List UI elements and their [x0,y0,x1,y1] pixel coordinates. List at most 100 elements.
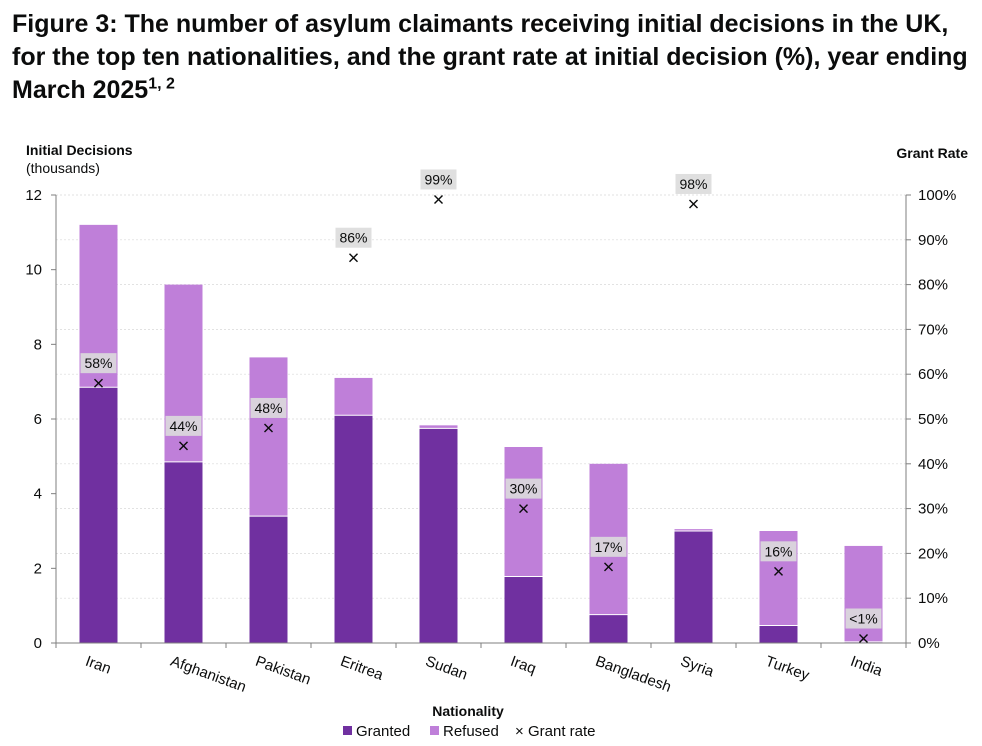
legend-granted-swatch [343,726,352,735]
bar-granted-iran [79,387,118,643]
category-label-eritrea: Eritrea [338,653,386,684]
left-tick-label: 4 [34,486,42,503]
x-axis-title: Nationality [432,703,504,719]
category-label-sudan: Sudan [423,653,470,684]
grant-rate-label: 98% [679,176,707,192]
right-tick-label: 60% [918,366,948,383]
bar-granted-syria [674,531,713,643]
marker-stroke [689,199,698,209]
grant-rate-label: 44% [169,418,197,434]
grant-rate-marker [519,504,528,514]
right-tick-label: 50% [918,411,948,428]
legend-grant-rate-marker: × [515,723,524,740]
grant-rate-marker [179,441,188,451]
grant-rate-label-box [420,169,457,190]
grant-rate-label-box [760,541,797,562]
grant-rate-label: 16% [764,543,792,559]
right-tick-label: 0% [918,635,940,652]
bar-granted-bangladesh [589,614,628,643]
right-tick-label: 20% [918,545,948,562]
grant-rate-label-box [675,173,712,194]
grant-rate-marker [264,423,273,433]
grant-rate-label-box [80,353,117,374]
legend-granted-label: Granted [356,723,410,740]
marker-stroke [264,423,273,433]
marker-stroke [179,441,188,451]
bar-granted-iraq [504,576,543,643]
left-axis-title: Initial Decisions [26,142,133,158]
grant-rate-marker [604,562,613,572]
category-label-bangladesh: Bangladesh [593,653,673,696]
grant-rate-label: 48% [254,400,282,416]
figure-title: Figure 3: The number of asylum claimants… [12,8,974,107]
left-tick-label: 12 [25,187,42,204]
right-tick-label: 10% [918,590,948,607]
marker-stroke [349,253,358,263]
grant-rate-marker [349,253,358,263]
category-label-syria: Syria [678,653,717,681]
bar-granted-india [844,641,883,643]
marker-stroke [434,194,443,204]
category-label-india: India [848,653,885,680]
grant-rate-label: <1% [849,611,877,627]
category-label-afghanistan: Afghanistan [168,653,248,696]
grant-rate-label-box [505,478,542,499]
marker-stroke [859,634,868,644]
right-tick-label: 90% [918,232,948,249]
right-tick-label: 70% [918,321,948,338]
bar-refused-eritrea [334,377,373,416]
grant-rate-label: 30% [509,481,537,497]
legend: Granted Refused × Grant rate [343,723,596,740]
category-label-pakistan: Pakistan [253,653,313,689]
grant-rate-marker [859,634,868,644]
grant-rate-marker [689,199,698,209]
legend-refused-swatch [430,726,439,735]
bar-granted-sudan [419,428,458,643]
grant-rate-label-box [590,536,627,557]
grant-rate-marker [774,566,783,576]
grant-rate-label-box [845,608,882,629]
grant-rate-label: 17% [594,539,622,555]
grant-rate-label-box [250,397,287,418]
legend-grant-rate-label: Grant rate [528,723,596,740]
category-label-turkey: Turkey [763,653,812,685]
grant-rate-label: 86% [339,230,367,246]
figure-title-text: Figure 3: The number of asylum claimants… [12,10,968,104]
bar-granted-pakistan [249,516,288,643]
bar-refused-iraq [504,447,543,577]
grant-rate-marker [94,378,103,388]
bar-refused-syria [674,529,713,531]
grant-rate-label: 99% [424,171,452,187]
grant-rate-marker [434,194,443,204]
category-label-iran: Iran [83,653,113,678]
marker-stroke [94,378,103,388]
bar-granted-eritrea [334,415,373,643]
axes [51,194,911,648]
left-tick-label: 10 [25,262,42,279]
marker-stroke [519,504,528,514]
bar-refused-pakistan [249,357,288,517]
figure-title-footnotes: 1, 2 [148,75,175,93]
right-tick-label: 30% [918,501,948,518]
left-tick-label: 8 [34,336,42,353]
grant-rate-label: 58% [84,355,112,371]
left-tick-label: 0 [34,635,42,652]
bar-refused-sudan [419,425,458,429]
category-label-iraq: Iraq [508,653,538,678]
right-tick-label: 80% [918,277,948,294]
marker-stroke [604,562,613,572]
right-tick-label: 100% [918,187,956,204]
right-tick-label: 40% [918,456,948,473]
right-axis-title: Grant Rate [896,145,968,161]
left-axis-units: (thousands) [26,160,100,176]
grant-rate-label-box [165,415,202,436]
left-tick-label: 2 [34,560,42,577]
marker-stroke [774,566,783,576]
legend-refused-label: Refused [443,723,499,740]
bar-granted-afghanistan [164,461,203,643]
bar-granted-turkey [759,625,798,643]
grant-rate-markers: 58% 44% 48% 86% 99% 30% 17% 98% 16% <1% [80,169,882,644]
grant-rate-label-box [335,227,372,248]
left-tick-label: 6 [34,411,42,428]
